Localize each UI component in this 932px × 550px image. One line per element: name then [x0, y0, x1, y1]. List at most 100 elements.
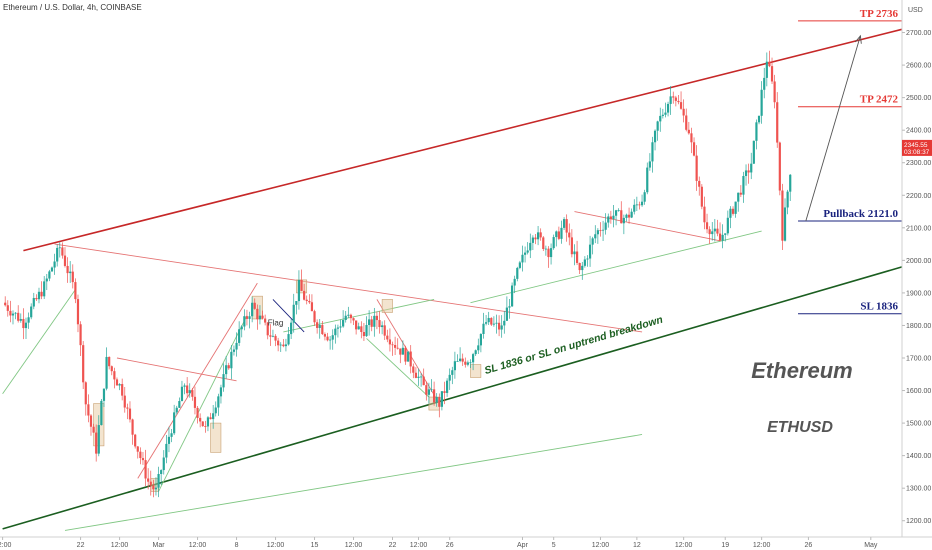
- candle-body: [630, 211, 633, 218]
- candle-body: [407, 351, 410, 362]
- candle-body: [555, 231, 558, 238]
- x-tick-label: 8: [235, 542, 239, 549]
- candle-body: [115, 379, 119, 386]
- candle-body: [347, 314, 350, 316]
- candle-body: [97, 425, 100, 454]
- candle-body: [141, 458, 145, 461]
- candle-body: [178, 401, 181, 408]
- candle-body: [471, 354, 475, 363]
- candle-body: [134, 434, 137, 447]
- left-green-line: [2, 289, 76, 395]
- candle-body: [679, 102, 683, 109]
- candle-body: [6, 305, 9, 311]
- candle-body: [440, 391, 444, 407]
- y-tick-label: 2700.00: [906, 30, 931, 37]
- candle-body: [396, 347, 399, 349]
- x-tick-label: 19: [721, 542, 729, 549]
- candle-body: [739, 192, 742, 195]
- candle-body: [503, 320, 506, 326]
- y-tick-label: 1200.00: [906, 518, 931, 525]
- candle-body: [659, 115, 662, 122]
- candle-body: [609, 216, 612, 220]
- candle-body: [362, 332, 366, 337]
- x-tick-label: 12:00: [0, 542, 11, 549]
- y-tick-label: 2400.00: [906, 128, 931, 135]
- x-tick-label: 15: [311, 542, 319, 549]
- candle-body: [768, 61, 771, 67]
- candle-body: [48, 271, 51, 279]
- candle-body: [529, 242, 532, 251]
- candle-body: [505, 307, 508, 321]
- candle-body: [258, 315, 262, 320]
- candle-body: [323, 334, 327, 337]
- candle-body: [734, 201, 737, 214]
- x-tick-label: 12: [633, 542, 641, 549]
- x-tick-label: 12:00: [410, 542, 428, 549]
- candle-body: [212, 413, 215, 420]
- currency-label: USD: [908, 7, 923, 14]
- candle-body: [490, 317, 493, 325]
- candle-body: [209, 417, 212, 420]
- candle-body: [557, 231, 560, 239]
- candle-body: [30, 306, 33, 318]
- highlight-box: [381, 299, 393, 313]
- candle-body: [292, 304, 295, 323]
- candle-body: [74, 282, 77, 300]
- highlight-box: [210, 422, 222, 453]
- candle-body: [705, 222, 709, 230]
- candle-body: [238, 329, 241, 343]
- candle-body: [443, 391, 446, 393]
- candle-body: [482, 323, 485, 334]
- candle-body: [760, 89, 763, 116]
- tp-2472-label: TP 2472: [860, 94, 899, 106]
- candle-body: [295, 301, 298, 305]
- candle-body: [11, 313, 15, 316]
- candle-body: [19, 318, 22, 321]
- candle-body: [560, 227, 563, 239]
- candle-body: [721, 234, 724, 241]
- candle-body: [248, 316, 251, 319]
- candle-body: [277, 340, 280, 346]
- candle-body: [56, 247, 59, 262]
- y-tick-label: 1600.00: [906, 388, 931, 395]
- candle-body: [783, 207, 787, 241]
- candle-body: [461, 358, 464, 362]
- candle-body: [297, 279, 301, 302]
- candle-body: [305, 299, 308, 301]
- candle-body: [199, 417, 202, 422]
- candle-body: [191, 390, 194, 397]
- candle-body: [386, 335, 389, 340]
- candle-body: [536, 232, 540, 240]
- candle-body: [43, 281, 46, 297]
- candle-body: [188, 390, 191, 394]
- candle-body: [620, 210, 623, 224]
- flag-lower-line: [272, 299, 305, 333]
- candle-body: [113, 371, 116, 380]
- candle-body: [685, 115, 688, 130]
- candle-body: [235, 342, 238, 350]
- candle-body: [167, 436, 171, 444]
- candle-body: [157, 473, 160, 488]
- candle-body: [214, 407, 217, 414]
- candle-body: [729, 208, 732, 218]
- candles: [4, 50, 792, 498]
- candle-body: [360, 326, 363, 333]
- candle-body: [677, 100, 680, 103]
- candle-body: [40, 291, 43, 297]
- y-tick-label: 2000.00: [906, 258, 931, 265]
- x-tick-label: 12:00: [345, 542, 363, 549]
- candle-body: [139, 451, 142, 459]
- candle-body: [321, 325, 324, 335]
- candle-body: [9, 310, 12, 316]
- candle-body: [464, 361, 467, 365]
- candle-body: [329, 339, 332, 341]
- candle-body: [394, 345, 397, 348]
- candle-body: [383, 325, 386, 336]
- candle-body: [565, 219, 568, 233]
- rise-red-line: [137, 282, 258, 479]
- candle-body: [601, 229, 605, 231]
- candle-body: [388, 339, 392, 345]
